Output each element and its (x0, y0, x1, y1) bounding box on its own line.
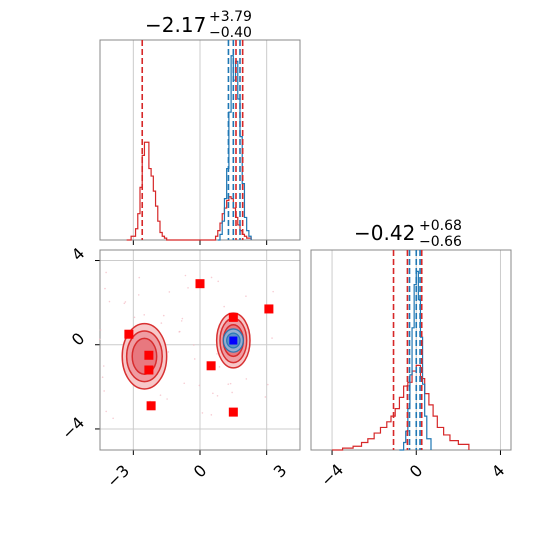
sample-point (245, 295, 247, 297)
sample-point (138, 276, 141, 279)
x-tick-label: 0 (190, 461, 211, 482)
title-2-main: −0.42 (354, 221, 415, 245)
sample-point (210, 414, 213, 416)
histogram-blue (399, 270, 432, 451)
y-tick-labels-left: 4 0 −4 (58, 244, 88, 443)
marker-blue (229, 336, 238, 345)
sample-point (271, 337, 273, 339)
panel-frame (310, 249, 512, 451)
marker-red (144, 365, 154, 375)
title-2-sup: +0.68 (419, 218, 462, 234)
sample-point (103, 390, 105, 392)
sample-point (229, 382, 232, 385)
sample-point (201, 412, 204, 414)
sample-point (137, 294, 140, 296)
sample-point (167, 351, 170, 353)
sample-point (193, 358, 196, 360)
sample-point (267, 383, 269, 386)
title-1-sub: −0.40 (209, 25, 252, 41)
sample-point (105, 271, 107, 274)
sample-point (210, 276, 213, 279)
panel-frame (99, 249, 301, 451)
sample-point (183, 382, 186, 385)
sample-point (166, 398, 168, 400)
marker-red (206, 361, 216, 371)
title-2-sub: −0.66 (419, 234, 462, 250)
sample-point (227, 383, 230, 385)
histogram-blue (217, 55, 252, 241)
sample-point (160, 322, 163, 324)
density-panel-param-1-vs-2 (95, 249, 301, 455)
x-tick-labels-left: −3 0 3 (103, 461, 290, 491)
y-tick-label: 0 (68, 329, 89, 350)
histogram-panel-param-1 (99, 39, 301, 245)
sample-point (112, 417, 114, 420)
sample-point (212, 392, 214, 395)
sample-point (108, 300, 111, 303)
sample-point (187, 287, 189, 289)
sample-point (124, 301, 127, 303)
sample-point (264, 396, 267, 398)
title-1-sup: +3.79 (209, 9, 252, 25)
x-tick-label: −4 (317, 460, 347, 490)
marker-red (146, 401, 156, 411)
sample-point (245, 378, 248, 380)
sample-point (272, 290, 274, 293)
sample-point (184, 274, 187, 277)
sample-point (123, 302, 126, 305)
title-1-main: −2.17 (145, 13, 206, 37)
sample-point (231, 391, 233, 394)
sample-point (168, 291, 171, 293)
y-tick-label: −4 (58, 413, 88, 443)
sample-point (218, 366, 221, 368)
x-tick-labels-right: −4 0 4 (317, 460, 508, 490)
marker-red (228, 312, 238, 322)
marker-red (195, 279, 205, 289)
y-tick-label: 4 (68, 244, 89, 265)
marker-red (124, 329, 134, 339)
sample-point (133, 316, 136, 319)
sample-point (178, 331, 180, 333)
title-param-2: −0.42 +0.68 −0.66 (354, 218, 462, 250)
sample-point (198, 384, 201, 387)
histogram-red (332, 364, 470, 451)
sample-point (98, 338, 101, 341)
sample-point (104, 287, 106, 290)
sample-point (217, 280, 219, 283)
marker-red (264, 304, 274, 314)
histogram-panel-param-2 (310, 249, 512, 455)
sample-point (102, 365, 105, 367)
histogram-red (126, 141, 252, 241)
marker-red (144, 350, 154, 360)
marker-red (228, 407, 238, 417)
sample-point (105, 410, 107, 413)
sample-point (181, 317, 184, 320)
sample-point (99, 329, 102, 331)
x-tick-label: 0 (406, 461, 427, 482)
x-tick-label: 4 (488, 461, 509, 482)
title-param-1: −2.17 +3.79 −0.40 (145, 9, 252, 41)
x-tick-label: −3 (103, 461, 133, 491)
sample-point (162, 314, 165, 317)
sample-point (193, 344, 195, 346)
x-tick-label: 3 (270, 461, 291, 482)
sample-point (223, 305, 225, 308)
sample-point (159, 394, 162, 396)
sample-point (216, 394, 219, 397)
sample-point (143, 314, 146, 316)
sample-point (101, 376, 104, 379)
sample-point (216, 353, 218, 355)
sample-point (180, 320, 183, 322)
